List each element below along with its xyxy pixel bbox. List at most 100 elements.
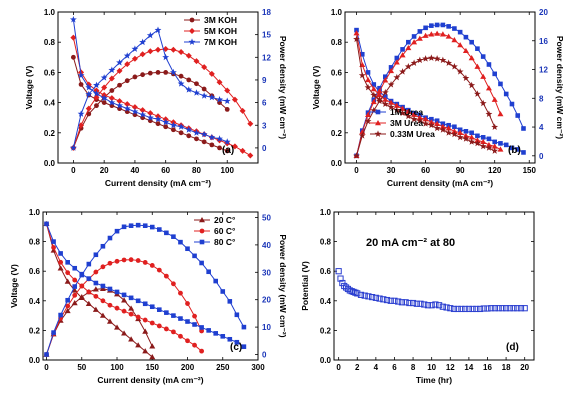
- plot-frame: [344, 11, 536, 164]
- voltage-point: [162, 118, 170, 126]
- power-point: [108, 75, 115, 82]
- power-point: [227, 299, 233, 304]
- power-point: [178, 49, 185, 56]
- power-point: [109, 88, 115, 93]
- y2-tick-label: 12: [539, 66, 548, 75]
- y-tick-label: 1.0: [331, 8, 343, 17]
- voltage-point: [220, 334, 226, 339]
- voltage-point: [199, 325, 204, 330]
- y-axis-label: Voltage (V): [9, 264, 19, 308]
- panel-label: (d): [506, 342, 519, 353]
- power-point: [216, 95, 223, 103]
- power-point: [440, 22, 446, 28]
- voltage-point: [57, 265, 64, 271]
- power-point: [44, 352, 49, 357]
- power-point: [387, 81, 395, 88]
- panel-label: (b): [508, 145, 521, 156]
- power-point: [383, 74, 388, 80]
- voltage-point: [224, 148, 230, 154]
- data-point: [428, 302, 435, 309]
- voltage-point: [485, 144, 493, 151]
- power-point: [462, 47, 469, 54]
- data-point: [443, 304, 450, 311]
- power-point: [474, 90, 481, 97]
- voltage-point: [370, 86, 377, 92]
- voltage-point: [393, 106, 401, 114]
- voltage-point: [503, 142, 509, 148]
- series-3: [44, 221, 247, 357]
- data-point: [424, 302, 432, 309]
- power-point: [393, 73, 401, 81]
- voltage-point: [170, 127, 176, 133]
- voltage-point: [193, 129, 200, 136]
- power-point: [452, 26, 457, 31]
- y-tick-label: 0.6: [44, 68, 56, 77]
- voltage-point: [227, 336, 233, 342]
- series-2: [70, 34, 254, 159]
- voltage-point: [86, 276, 92, 281]
- power-point: [149, 343, 156, 349]
- data-point: [469, 305, 476, 313]
- power-point: [491, 96, 498, 102]
- x-tick-label: 90: [456, 166, 465, 175]
- y2-tick-label: 12: [262, 53, 271, 62]
- power-point: [381, 88, 389, 96]
- voltage-point: [422, 116, 429, 122]
- x-tick-label: 0: [71, 166, 76, 175]
- voltage-point: [128, 295, 134, 301]
- y-tick-label: 0.8: [44, 38, 56, 47]
- legend-marker: [199, 217, 205, 223]
- x-tick-label: 2: [355, 363, 360, 372]
- power-point: [241, 324, 247, 330]
- voltage-point: [440, 121, 446, 127]
- voltage-point: [358, 71, 366, 79]
- legend-marker: [374, 130, 382, 137]
- voltage-point: [208, 133, 216, 141]
- data-point: [447, 305, 454, 312]
- legend-label: 3M KOH: [204, 15, 237, 25]
- data-point: [484, 305, 491, 312]
- legend-marker: [375, 109, 381, 115]
- power-point: [93, 269, 99, 275]
- voltage-point: [192, 342, 197, 348]
- power-point: [117, 82, 122, 88]
- power-point: [78, 122, 85, 129]
- x-axis-label: Time (hr): [416, 375, 452, 385]
- voltage-point: [399, 105, 406, 111]
- voltage-point: [457, 129, 464, 135]
- power-point: [220, 289, 226, 294]
- power-point: [486, 62, 492, 67]
- data-point: [413, 300, 420, 307]
- voltage-point: [100, 283, 106, 289]
- power-point: [201, 86, 207, 92]
- panel-1: 0 20 40 60 80 100 0.0 0.2 0.4 0.6 0.8 1.0 0 3 6 9 12 15 18…: [24, 8, 288, 188]
- legend-label: 7M KOH: [204, 37, 237, 47]
- voltage-point: [156, 323, 162, 329]
- power-point: [185, 246, 190, 252]
- voltage-point: [376, 92, 383, 98]
- power-point: [445, 33, 452, 39]
- y-tick-label: 0.0: [320, 356, 332, 365]
- power-point: [411, 39, 418, 45]
- data-point: [350, 288, 357, 296]
- voltage-point: [70, 54, 76, 60]
- voltage-point: [381, 100, 389, 108]
- voltage-point: [239, 147, 246, 154]
- voltage-point: [171, 313, 176, 318]
- voltage-point: [479, 142, 487, 150]
- power-point: [156, 267, 162, 273]
- series-3: [353, 35, 499, 159]
- data-point: [365, 293, 372, 300]
- voltage-point: [223, 138, 231, 145]
- voltage-point: [58, 259, 64, 265]
- power-point: [194, 81, 199, 87]
- power-point: [169, 68, 177, 76]
- voltage-point: [433, 124, 441, 132]
- power-point: [65, 303, 71, 309]
- power-point: [224, 87, 231, 94]
- voltage-point: [44, 221, 49, 227]
- voltage-point: [146, 114, 154, 121]
- series-3: [69, 15, 231, 151]
- x-tick-label: 50: [77, 363, 86, 372]
